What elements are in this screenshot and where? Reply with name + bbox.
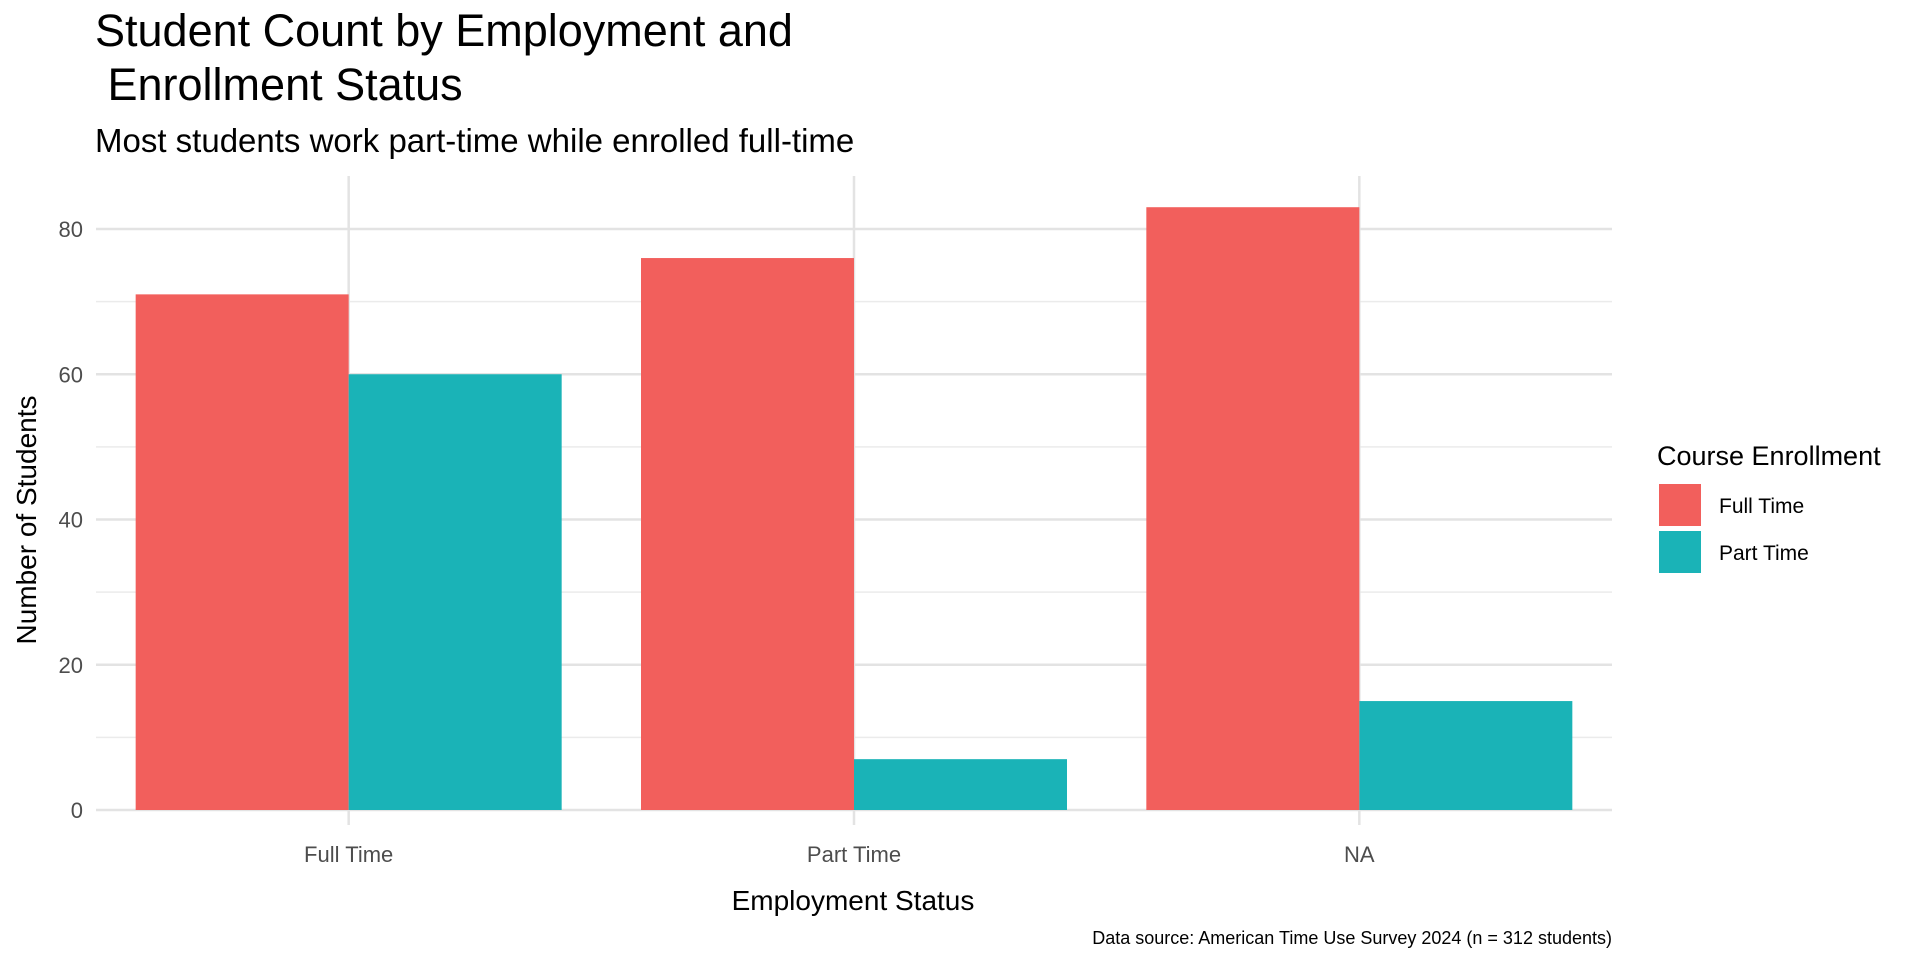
legend: Course Enrollment Full Time Part Time	[1657, 441, 1881, 573]
y-tick-label: 80	[59, 217, 83, 242]
x-axis-ticks: Full Time Part Time NA	[304, 842, 1375, 867]
x-tick-label: Part Time	[807, 842, 901, 867]
bar-part-time-na	[1359, 701, 1573, 810]
bar-full-time-na	[1146, 207, 1360, 810]
y-tick-label: 40	[59, 508, 83, 533]
bars	[135, 207, 1573, 810]
chart-subtitle: Most students work part-time while enrol…	[95, 122, 854, 159]
x-tick-label: NA	[1344, 842, 1375, 867]
chart-title-line-1: Student Count by Employment and	[95, 5, 793, 56]
bar-full-time-part-time	[641, 258, 854, 810]
y-tick-label: 0	[71, 798, 83, 823]
x-tick-label: Full Time	[304, 842, 393, 867]
bar-part-time-full-time	[348, 374, 562, 810]
bar-full-time-full-time	[135, 294, 349, 810]
bar-part-time-part-time	[854, 759, 1067, 810]
legend-key-part-time	[1659, 531, 1701, 573]
legend-label-full-time: Full Time	[1719, 495, 1804, 518]
caption: Data source: American Time Use Survey 20…	[1092, 928, 1612, 948]
y-tick-label: 60	[59, 362, 83, 387]
y-axis-ticks: 0 20 40 60 80	[59, 217, 83, 823]
legend-key-full-time	[1659, 484, 1701, 526]
x-axis-title: Employment Status	[732, 885, 975, 916]
y-axis-title: Number of Students	[11, 395, 42, 644]
chart-title-line-2: Enrollment Status	[95, 59, 463, 110]
legend-title: Course Enrollment	[1657, 441, 1881, 471]
y-tick-label: 20	[59, 653, 83, 678]
legend-label-part-time: Part Time	[1719, 542, 1809, 565]
